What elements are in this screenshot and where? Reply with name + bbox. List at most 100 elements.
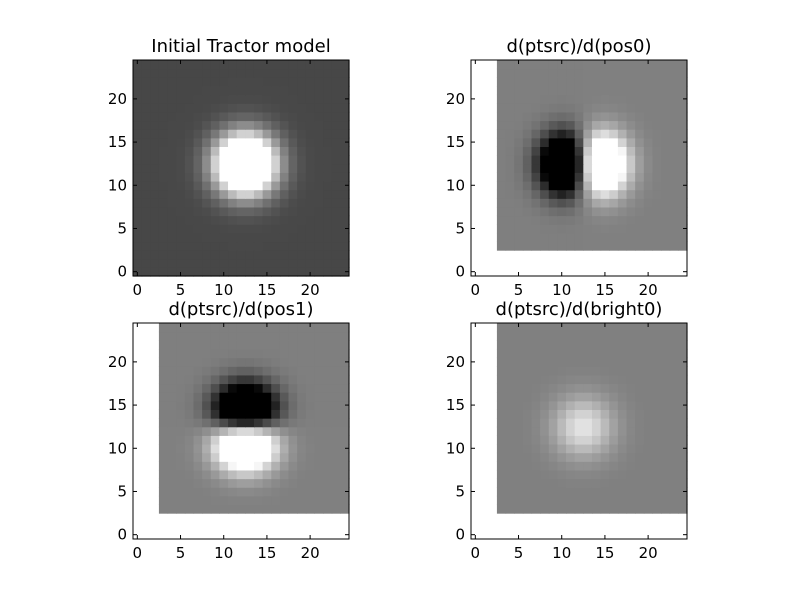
heatmap-pixel (176, 112, 185, 121)
heatmap-pixel (566, 444, 575, 453)
heatmap-pixel (678, 172, 687, 181)
heatmap-pixel (566, 120, 575, 129)
heatmap-pixel (297, 207, 306, 216)
heatmap-pixel (332, 60, 341, 69)
heatmap-pixel (245, 86, 254, 95)
heatmap-pixel (185, 340, 194, 349)
heatmap-pixel (306, 164, 315, 173)
heatmap-pixel (609, 77, 618, 86)
heatmap-pixel (237, 129, 246, 138)
heatmap-pixel (133, 112, 142, 121)
heatmap-pixel (254, 69, 263, 78)
heatmap-pixel (332, 181, 341, 190)
heatmap-pixel (159, 409, 168, 418)
heatmap-pixel (661, 216, 670, 225)
heatmap-pixel (652, 95, 661, 104)
heatmap-pixel (193, 435, 202, 444)
heatmap-pixel (609, 233, 618, 242)
heatmap-pixel (575, 138, 584, 147)
heatmap-pixel (306, 198, 315, 207)
heatmap-pixel (271, 77, 280, 86)
heatmap-pixel (133, 103, 142, 112)
heatmap-pixel (297, 164, 306, 173)
heatmap-pixel (150, 233, 159, 242)
heatmap-pixel (549, 138, 558, 147)
heatmap-pixel (635, 366, 644, 375)
heatmap-pixel (280, 487, 289, 496)
heatmap-pixel (566, 112, 575, 121)
heatmap-pixel (601, 224, 610, 233)
heatmap-pixel (254, 241, 263, 250)
heatmap-pixel (159, 358, 168, 367)
heatmap-pixel (159, 461, 168, 470)
heatmap-pixel (245, 155, 254, 164)
heatmap-pixel (150, 181, 159, 190)
heatmap-pixel (176, 340, 185, 349)
heatmap-pixel (652, 496, 661, 505)
heatmap-pixel (601, 190, 610, 199)
y-tick-label: 10 (446, 176, 465, 194)
heatmap-pixel (332, 112, 341, 121)
heatmap-pixel (323, 332, 332, 341)
heatmap-pixel (652, 487, 661, 496)
heatmap-pixel (202, 383, 211, 392)
heatmap-pixel (193, 138, 202, 147)
heatmap-pixel (609, 95, 618, 104)
heatmap-pixel (193, 241, 202, 250)
heatmap-pixel (219, 409, 228, 418)
heatmap-pixel (523, 69, 532, 78)
heatmap-pixel (635, 216, 644, 225)
heatmap-pixel (237, 435, 246, 444)
heatmap-pixel (219, 207, 228, 216)
heatmap-pixel (176, 172, 185, 181)
heatmap-pixel (514, 375, 523, 384)
heatmap-pixel (549, 323, 558, 332)
heatmap-pixel (575, 392, 584, 401)
heatmap-pixel (176, 164, 185, 173)
heatmap-pixel (314, 120, 323, 129)
heatmap-pixel (670, 155, 679, 164)
heatmap-pixel (185, 409, 194, 418)
heatmap-pixel (592, 470, 601, 479)
heatmap-pixel (219, 375, 228, 384)
heatmap-pixel (540, 146, 549, 155)
panel-title: d(ptsrc)/d(pos1) (168, 299, 313, 320)
heatmap-pixel (280, 241, 289, 250)
heatmap-pixel (514, 112, 523, 121)
heatmap-pixel (557, 366, 566, 375)
heatmap-pixel (289, 60, 298, 69)
heatmap-pixel (219, 496, 228, 505)
heatmap-pixel (228, 233, 237, 242)
heatmap-pixel (228, 332, 237, 341)
heatmap-pixel (202, 340, 211, 349)
heatmap-pixel (627, 120, 636, 129)
heatmap-pixel (185, 435, 194, 444)
heatmap-pixel (185, 103, 194, 112)
heatmap-pixel (297, 401, 306, 410)
heatmap-pixel (592, 172, 601, 181)
heatmap-pixel (159, 349, 168, 358)
heatmap-pixel (531, 401, 540, 410)
heatmap-pixel (176, 418, 185, 427)
heatmap-pixel (323, 86, 332, 95)
heatmap-pixel (314, 375, 323, 384)
heatmap-pixel (280, 479, 289, 488)
heatmap-pixel (237, 181, 246, 190)
heatmap-pixel (159, 164, 168, 173)
heatmap-pixel (670, 181, 679, 190)
heatmap-pixel (601, 138, 610, 147)
heatmap-pixel (618, 190, 627, 199)
heatmap-pixel (289, 418, 298, 427)
heatmap-pixel (549, 120, 558, 129)
heatmap-pixel (506, 323, 515, 332)
heatmap-pixel (340, 392, 349, 401)
heatmap-pixel (592, 409, 601, 418)
heatmap-pixel (142, 86, 151, 95)
heatmap-pixel (583, 103, 592, 112)
heatmap-pixel (618, 470, 627, 479)
heatmap-pixel (280, 190, 289, 199)
heatmap-pixel (583, 453, 592, 462)
heatmap-pixel (340, 155, 349, 164)
panel-initial-model: Initial Tractor model 0 5 10 15 2005101520 (108, 36, 350, 299)
heatmap-pixel (618, 496, 627, 505)
